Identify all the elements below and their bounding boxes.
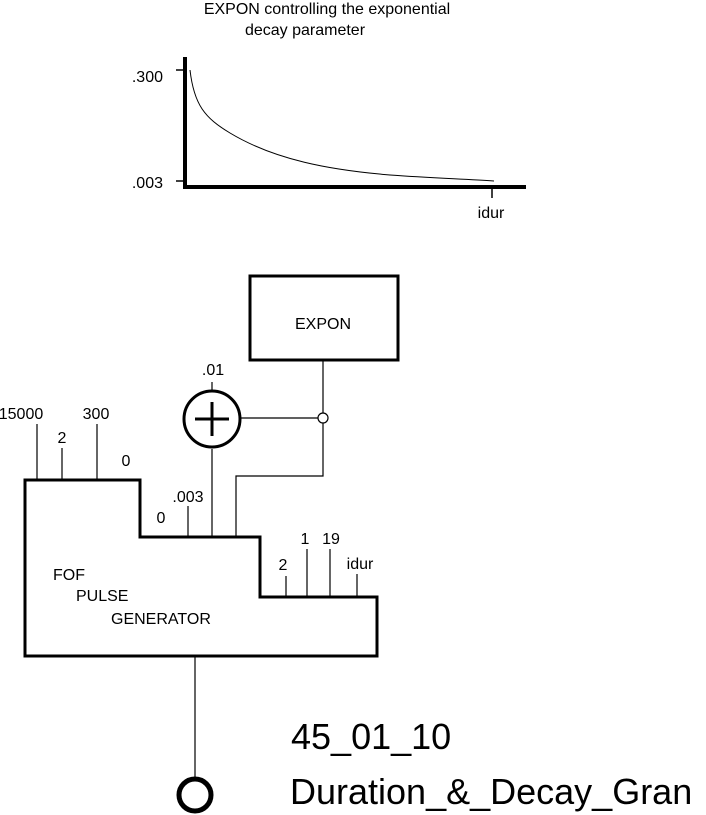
graph-title-line2: decay parameter bbox=[245, 22, 366, 39]
junction-dot bbox=[317, 412, 329, 424]
expon-graph: EXPON controlling the exponential decay … bbox=[132, 1, 526, 222]
adder-input-label: .01 bbox=[202, 362, 224, 379]
input-label-300: 300 bbox=[83, 406, 110, 423]
fof-box bbox=[23, 478, 379, 658]
input-label-15000: 15000 bbox=[0, 406, 43, 423]
input-label-0a: 0 bbox=[122, 453, 131, 470]
input-label-2a: 2 bbox=[58, 430, 67, 447]
graph-title-line1: EXPON controlling the exponential bbox=[204, 1, 450, 18]
output-terminal bbox=[176, 776, 214, 814]
wires bbox=[194, 361, 324, 777]
figure-title: Duration_&_Decay_Gran bbox=[290, 771, 692, 812]
expon-label: EXPON bbox=[295, 316, 351, 333]
x-label-idur: idur bbox=[478, 205, 505, 222]
expon-unit: EXPON bbox=[248, 274, 400, 362]
input-label-1: 1 bbox=[301, 531, 310, 548]
y-label-bottom: .003 bbox=[132, 175, 163, 192]
expon-box bbox=[248, 274, 400, 362]
fof-unit: FOF PULSE GENERATOR 15000 2 300 0 0 .003… bbox=[0, 406, 379, 658]
input-label-19: 19 bbox=[322, 531, 340, 548]
fof-label-line3: GENERATOR bbox=[111, 611, 211, 628]
fof-input-stubs bbox=[36, 424, 358, 597]
input-label-2b: 2 bbox=[279, 557, 288, 574]
adder: .01 bbox=[182, 362, 242, 449]
input-label-0b: 0 bbox=[157, 510, 166, 527]
input-label-003: .003 bbox=[172, 489, 203, 506]
fof-label-line1: FOF bbox=[53, 567, 85, 584]
decay-curve bbox=[189, 69, 495, 182]
figure-caption: 45_01_10 Duration_&_Decay_Gran bbox=[290, 716, 692, 812]
figure-number: 45_01_10 bbox=[291, 716, 451, 757]
y-label-top: .300 bbox=[132, 69, 163, 86]
input-label-idur: idur bbox=[347, 556, 374, 573]
expon-to-fof-wire bbox=[235, 423, 324, 538]
fof-label-line2: PULSE bbox=[76, 588, 128, 605]
